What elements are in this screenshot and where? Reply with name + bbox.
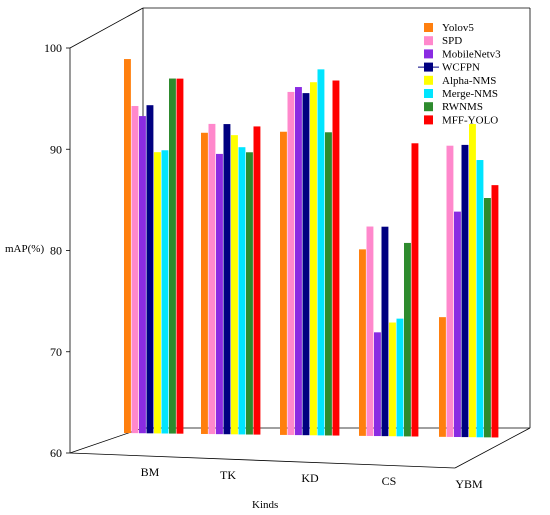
legend-label-mff-yolo: MFF-YOLO xyxy=(442,114,498,126)
legend-label-mobilenetv3: MobileNetv3 xyxy=(442,48,501,60)
bar-group-bm xyxy=(124,59,184,434)
bar-group-ybm xyxy=(439,124,499,438)
x-tick-label-tk: TK xyxy=(220,468,236,482)
bar-tk-merge-nms xyxy=(238,147,246,435)
bar-tk-alpha-nms xyxy=(231,135,238,435)
bar-cs-mff-yolo xyxy=(411,143,419,437)
x-tick-label-kd: KD xyxy=(301,471,319,485)
bar-tk-mff-yolo xyxy=(253,126,261,435)
floor-front-edge xyxy=(69,452,456,469)
bar-ybm-spd xyxy=(446,145,454,437)
bar-ybm-rwnms xyxy=(484,198,491,438)
bar-bm-yolov5 xyxy=(124,59,131,434)
x-axis-label: Kinds xyxy=(252,499,278,511)
bar-kd-merge-nms xyxy=(317,69,325,436)
y-tick-label: 100 xyxy=(44,41,62,55)
bar-cs-mobilenetv3 xyxy=(374,332,381,437)
legend-swatch-mff-yolo xyxy=(424,115,433,125)
bar-group-cs xyxy=(359,143,419,437)
bar-cs-alpha-nms xyxy=(389,322,396,437)
bar-bm-spd xyxy=(131,106,139,434)
bar-bm-wcfpn xyxy=(146,105,154,434)
legend-swatch-mobilenetv3 xyxy=(424,49,433,59)
bar-ybm-wcfpn xyxy=(461,144,469,438)
bar-kd-mff-yolo xyxy=(332,80,340,436)
legend-label-rwnms: RWNMS xyxy=(442,101,483,113)
x-tick-label-cs: CS xyxy=(382,474,397,488)
legend-label-yolov5: Yolov5 xyxy=(442,22,474,34)
legend-swatch-alpha-nms xyxy=(424,75,433,85)
bar-kd-alpha-nms xyxy=(310,82,317,436)
bar-tk-rwnms xyxy=(246,152,253,435)
floor-right-depth-edge xyxy=(454,427,531,469)
bar-tk-yolov5 xyxy=(201,132,208,434)
y-axis: 60 70 80 90 100 xyxy=(44,41,70,460)
bar-ybm-mobilenetv3 xyxy=(454,211,461,438)
y-tick-label: 90 xyxy=(50,142,62,156)
bar-kd-mobilenetv3 xyxy=(295,87,302,436)
x-tick-label-ybm: YBM xyxy=(455,477,483,491)
bar-kd-spd xyxy=(287,91,295,436)
bar-ybm-alpha-nms xyxy=(469,124,476,438)
legend-swatch-spd xyxy=(424,36,433,46)
bar-bm-rwnms xyxy=(169,78,176,434)
bar-kd-rwnms xyxy=(325,132,332,436)
x-axis: BM TK KD CS YBM xyxy=(141,465,483,491)
legend-swatch-rwnms xyxy=(424,102,433,112)
bar-bm-merge-nms xyxy=(161,150,169,434)
legend-label-merge-nms: Merge-NMS xyxy=(442,88,498,100)
x-tick-label-bm: BM xyxy=(141,465,160,479)
bar-bm-mobilenetv3 xyxy=(139,116,146,434)
bar-ybm-yolov5 xyxy=(439,317,446,437)
bar-group-kd xyxy=(280,69,340,436)
bar-cs-yolov5 xyxy=(359,249,366,436)
y-tick-label: 80 xyxy=(50,244,62,258)
bar-bm-alpha-nms xyxy=(154,152,161,434)
legend-swatch-yolov5 xyxy=(424,23,433,32)
bar-ybm-mff-yolo xyxy=(491,185,499,438)
legend-label-spd: SPD xyxy=(442,35,462,47)
y-tick-label: 70 xyxy=(50,345,62,359)
bar-group-tk xyxy=(201,123,261,435)
y-axis-label: mAP(%) xyxy=(5,243,44,255)
legend-swatch-merge-nms xyxy=(424,89,433,98)
bar-kd-wcfpn xyxy=(302,93,310,436)
bar-ybm-merge-nms xyxy=(476,160,484,438)
bar-tk-wcfpn xyxy=(223,124,231,435)
bar-cs-wcfpn xyxy=(381,226,389,437)
bar-cs-rwnms xyxy=(404,242,411,437)
bar-tk-spd xyxy=(208,123,216,435)
bar-tk-mobilenetv3 xyxy=(216,153,223,435)
y-tick-label: 60 xyxy=(50,446,62,460)
legend-label-alpha-nms: Alpha-NMS xyxy=(442,75,496,87)
legend-label-wcfpn: WCFPN xyxy=(442,62,480,74)
bar-cs-spd xyxy=(366,226,374,436)
bar-bm-mff-yolo xyxy=(176,78,184,434)
bar-cs-merge-nms xyxy=(396,318,404,437)
bars xyxy=(124,59,499,438)
bar-kd-yolov5 xyxy=(280,131,287,435)
top-left-depth-edge xyxy=(69,7,144,49)
